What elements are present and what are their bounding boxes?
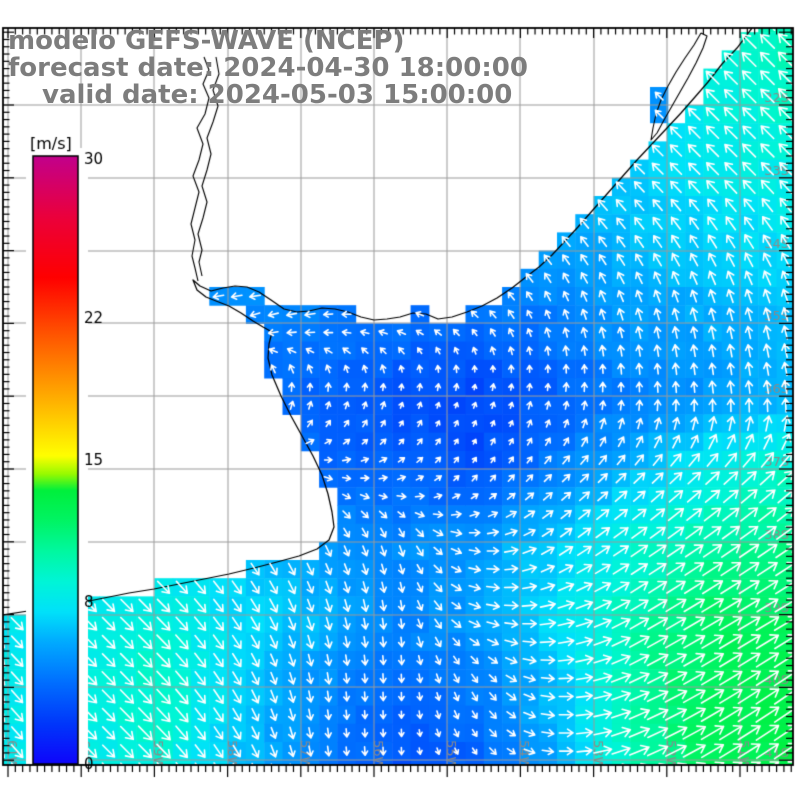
- forecast-date-label: forecast date: 2024-04-30 18:00:00: [8, 53, 528, 83]
- model-title: modelo GEFS-WAVE (NCEP): [8, 26, 405, 56]
- valid-date-label: valid date: 2024-05-03 15:00:00: [42, 80, 513, 110]
